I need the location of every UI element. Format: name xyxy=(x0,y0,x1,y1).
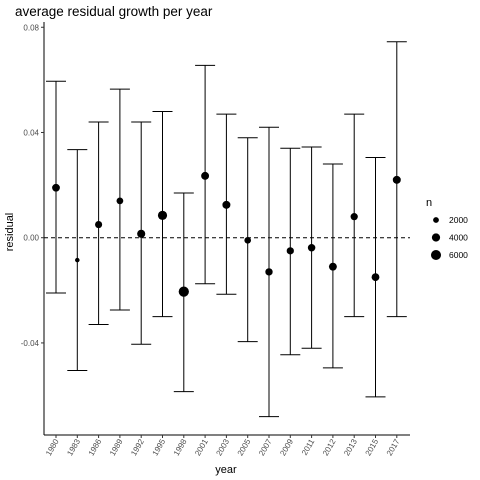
x-tick-label: 2001 xyxy=(193,437,210,457)
data-point xyxy=(244,237,252,244)
x-tick-label: 1995 xyxy=(151,437,168,457)
data-point xyxy=(307,243,316,252)
legend-label: 4000 xyxy=(449,233,468,243)
x-tick-label: 1992 xyxy=(129,437,146,457)
x-tick-label: 2007 xyxy=(257,437,274,457)
data-point xyxy=(201,171,210,180)
legend-label: 2000 xyxy=(449,215,468,225)
data-point xyxy=(222,200,231,209)
legend: n 2000 4000 6000 xyxy=(426,197,468,261)
x-tick-label: 1998 xyxy=(172,437,189,457)
data-point xyxy=(137,229,146,238)
x-tick-label: 2013 xyxy=(342,437,359,457)
data-point xyxy=(116,197,124,205)
x-tick-label: 2012 xyxy=(321,437,338,457)
y-tick-label: 0.04 xyxy=(23,128,39,137)
data-point xyxy=(178,286,189,297)
data-point xyxy=(350,213,358,221)
y-tick-label: 0.00 xyxy=(23,234,39,243)
data-point xyxy=(265,268,273,276)
x-tick-label: 2015 xyxy=(364,437,381,457)
x-tick-label: 1983 xyxy=(65,437,82,457)
legend-key xyxy=(433,217,439,223)
legend-key xyxy=(430,249,442,261)
x-axis-title: year xyxy=(215,464,237,476)
data-point xyxy=(95,220,103,229)
data-point xyxy=(157,210,168,220)
y-tick-label: 0.08 xyxy=(23,23,39,32)
legend-title: n xyxy=(426,197,432,209)
x-tick-label: 2005 xyxy=(236,437,253,457)
legend-label: 6000 xyxy=(449,250,468,260)
plot-panel: -0.04 0.00 0.04 0.08 1980 1983 1986 1989 1992 199… xyxy=(21,22,410,457)
x-tick-label: 2003 xyxy=(214,437,231,457)
data-point xyxy=(52,183,60,192)
chart-title: average residual growth per year xyxy=(15,4,213,19)
data-point xyxy=(75,257,80,263)
legend-key xyxy=(431,233,441,242)
data-point xyxy=(392,175,401,184)
x-tick-label: 2017 xyxy=(385,437,402,457)
y-axis-title: residual xyxy=(4,213,16,252)
data-point xyxy=(371,273,380,282)
x-tick-label: 2009 xyxy=(278,437,295,457)
x-tick-label: 1986 xyxy=(87,437,104,457)
y-tick-label: -0.04 xyxy=(21,339,40,348)
x-tick-label: 1980 xyxy=(44,437,61,457)
x-tick-label: 2011 xyxy=(300,437,317,457)
x-tick-label: 1989 xyxy=(108,437,125,457)
data-point xyxy=(286,247,294,255)
data-point xyxy=(328,262,337,271)
